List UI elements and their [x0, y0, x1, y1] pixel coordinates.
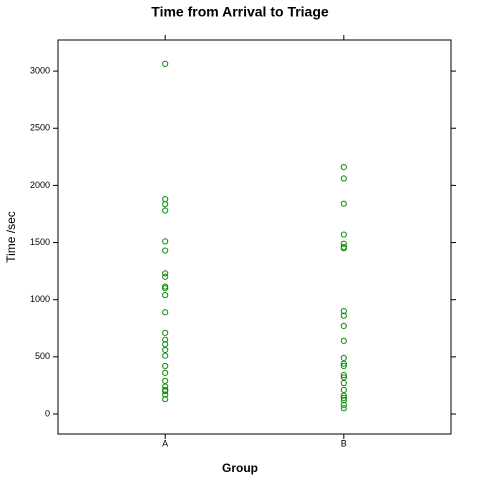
point — [162, 283, 169, 290]
point — [340, 337, 347, 344]
point — [340, 372, 347, 379]
x-tick-label: A — [162, 438, 168, 448]
point — [162, 388, 169, 395]
y-axis-title: Time /sec — [4, 211, 18, 263]
point — [340, 397, 347, 404]
point — [340, 401, 347, 408]
x-tick-label: B — [341, 438, 347, 448]
point — [162, 201, 169, 208]
point — [340, 386, 347, 394]
point — [162, 329, 169, 336]
chart-title: Time from Arrival to Triage — [151, 4, 329, 20]
point — [162, 377, 169, 384]
point — [340, 322, 347, 330]
point — [162, 391, 169, 398]
y-tick-label: 1500 — [30, 237, 50, 247]
point — [162, 285, 169, 292]
point — [340, 175, 347, 182]
point — [340, 380, 347, 387]
point — [340, 312, 347, 319]
point — [162, 369, 169, 376]
point — [162, 362, 169, 370]
point — [340, 392, 347, 399]
point — [340, 362, 347, 370]
point — [162, 238, 169, 245]
point — [340, 308, 347, 315]
point — [340, 354, 347, 362]
point — [340, 164, 347, 171]
y-tick-label: 3000 — [30, 65, 50, 75]
y-tick-label: 1000 — [30, 294, 50, 304]
point — [162, 346, 169, 354]
point — [340, 200, 347, 207]
point — [162, 270, 169, 277]
point — [162, 341, 169, 348]
y-tick-label: 0 — [45, 408, 50, 418]
point — [162, 60, 169, 67]
point — [340, 360, 347, 367]
point — [162, 196, 169, 203]
point — [162, 352, 169, 359]
point — [340, 374, 347, 381]
point — [162, 273, 169, 280]
point — [340, 240, 347, 247]
point — [162, 247, 169, 254]
point — [162, 207, 169, 214]
y-tick-label: 2000 — [30, 180, 50, 190]
y-tick-label: 500 — [35, 351, 50, 361]
point — [340, 394, 347, 402]
point — [162, 383, 169, 390]
point — [340, 245, 347, 252]
y-tick-label: 2500 — [30, 123, 50, 133]
point — [340, 231, 347, 238]
panel — [57, 39, 452, 435]
point — [162, 396, 169, 403]
point — [162, 309, 169, 316]
point — [162, 292, 169, 299]
x-axis-title: Group — [222, 461, 258, 475]
point — [162, 336, 169, 343]
point — [340, 405, 347, 412]
